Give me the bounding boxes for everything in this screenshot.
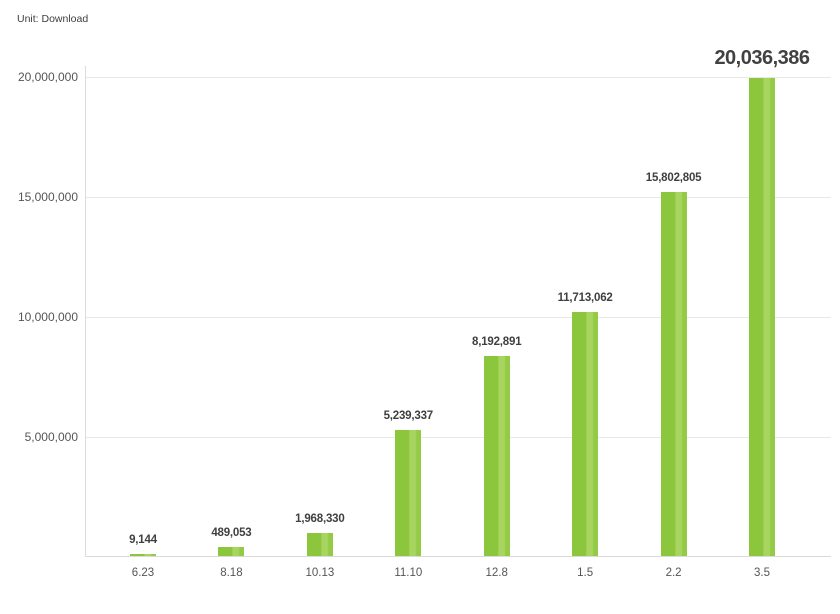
y-axis-line [85,66,86,556]
x-tick-label: 8.18 [220,567,243,579]
bar-value-label: 489,053 [211,527,252,539]
y-tick-label: 10,000,000 [17,310,78,324]
bar [660,192,687,556]
x-tick-label: 6.23 [131,567,155,579]
bar-value-label: 20,036,386 [714,47,810,69]
bar [483,356,510,556]
bar [130,554,156,556]
x-tick-label: 1.5 [577,567,594,579]
x-tick-label: 12.8 [485,567,508,579]
x-tick-label: 10.13 [305,567,335,579]
gridline [85,77,831,78]
unit-label: Unit: Download [17,13,89,25]
x-axis-baseline [85,556,831,557]
bar [306,533,333,556]
bar-value-label: 5,239,337 [383,410,434,422]
gridline [85,197,831,198]
bar [572,312,599,556]
y-tick-label: 5,000,000 [24,430,78,444]
x-tick-label: 3.5 [754,567,770,579]
x-tick-label: 2.2 [665,567,682,579]
bar-value-label: 1,968,330 [295,513,345,525]
bar-value-label: 8,192,891 [472,336,522,348]
bar-value-label: 11,713,062 [557,292,613,304]
bar-value-label: 15,802,805 [645,172,702,184]
y-tick-label: 20,000,000 [17,70,78,84]
bar-value-label: 9,144 [129,534,157,546]
x-tick-label: 11.10 [394,567,423,579]
gridline [85,437,831,438]
bar [395,430,422,556]
gridline [85,317,831,318]
y-tick-label: 15,000,000 [17,190,78,204]
bar [749,78,775,556]
bar [218,547,245,556]
